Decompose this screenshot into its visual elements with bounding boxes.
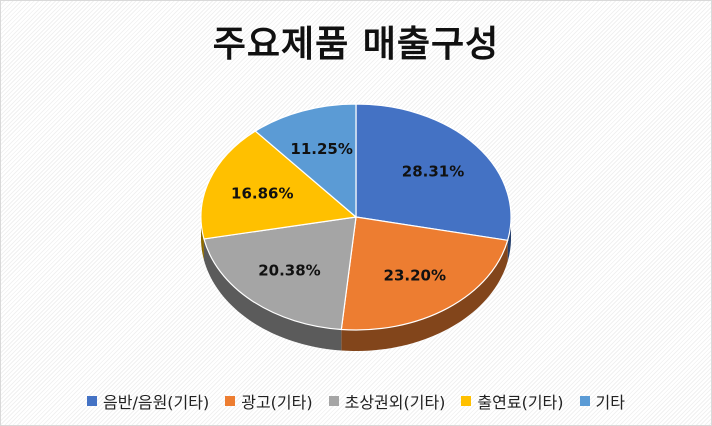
- legend-label-4: 기타: [595, 393, 625, 412]
- legend-swatch-4: [579, 396, 590, 406]
- legend-swatch-0: [87, 396, 98, 406]
- data-label-3: 16.86%: [231, 184, 293, 202]
- legend: 음반/음원(기타) 광고(기타) 초상권외(기타) 출연료(기타) 기타: [1, 389, 711, 413]
- legend-swatch-2: [328, 396, 339, 406]
- data-label-1: 23.20%: [384, 266, 446, 284]
- pie-slice-side-2: [203, 238, 342, 351]
- legend-label-2: 초상권외(기타): [344, 393, 446, 412]
- pie-slice-4: [254, 103, 357, 219]
- legend-label-1: 광고(기타): [241, 393, 313, 412]
- data-label-2: 20.38%: [258, 262, 320, 280]
- data-label-4: 11.25%: [290, 140, 352, 158]
- pie-chart: 28.31% 23.20% 20.38% 16.86% 11.25%: [200, 103, 512, 351]
- legend-item-1: 광고(기타): [225, 389, 313, 413]
- legend-item-2: 초상권외(기타): [328, 389, 446, 413]
- chart-title: 주요제품 매출구성: [212, 24, 500, 65]
- pie-slice-side-3: [201, 217, 204, 260]
- pie-slice-2: [203, 216, 357, 331]
- legend-label-0: 음반/음원(기타): [103, 393, 210, 412]
- legend-swatch-1: [225, 396, 236, 406]
- legend-swatch-3: [461, 396, 472, 406]
- legend-item-4: 기타: [579, 389, 625, 413]
- pie-slice-0: [355, 103, 512, 242]
- pie-slice-side-0: [507, 217, 511, 262]
- pie-slice-1: [340, 216, 509, 331]
- data-label-0: 28.31%: [402, 162, 464, 180]
- pie-slice-side-1: [341, 240, 508, 351]
- legend-item-0: 음반/음원(기타): [87, 389, 209, 413]
- legend-label-3: 출연료(기타): [477, 393, 564, 412]
- pie-slice-3: [200, 130, 358, 240]
- legend-item-3: 출연료(기타): [461, 389, 564, 413]
